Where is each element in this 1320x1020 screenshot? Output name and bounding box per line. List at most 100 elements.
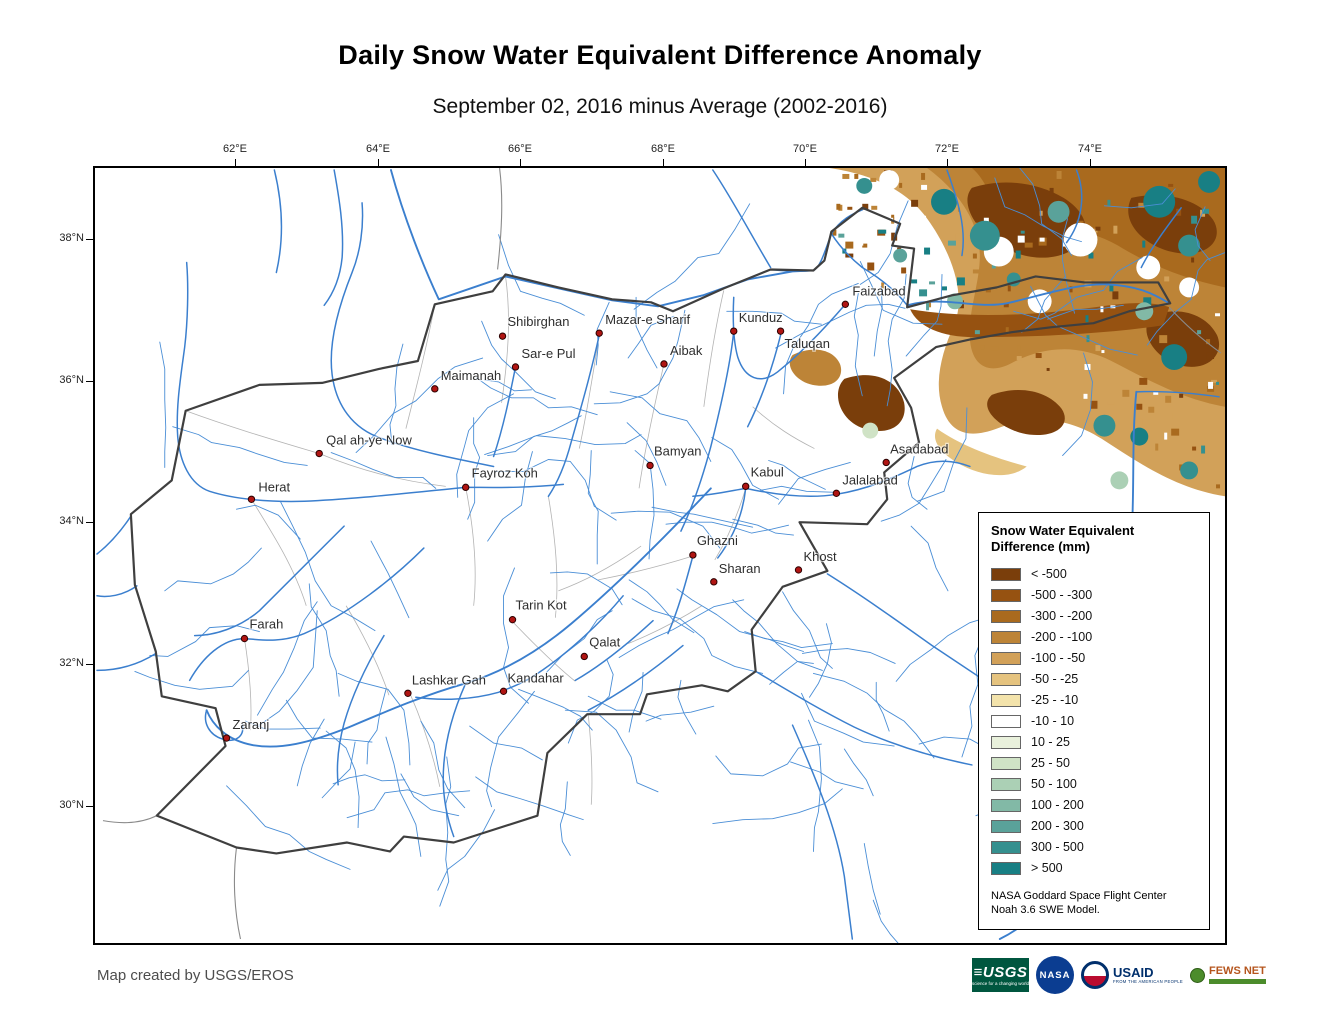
- lat-tick-mark: [86, 664, 93, 665]
- terrain-speckle: [1024, 242, 1033, 248]
- stream: [895, 615, 994, 682]
- terrain-speckle: [1164, 412, 1173, 420]
- stream: [469, 725, 543, 761]
- stream: [159, 341, 167, 468]
- terrain-speckle: [1057, 247, 1061, 253]
- usaid-logo: USAID FROM THE AMERICAN PEOPLE: [1081, 961, 1183, 989]
- lon-tick-label: 70°E: [793, 143, 817, 155]
- terrain-speckle: [1039, 210, 1043, 216]
- city-dot: [882, 458, 890, 467]
- stream: [610, 510, 721, 549]
- terrain-speckle: [855, 242, 864, 246]
- city-dot: [431, 385, 439, 393]
- stream: [245, 720, 321, 730]
- legend-item: -10 - 10: [991, 711, 1197, 732]
- city-label: Bamyan: [654, 444, 702, 459]
- stream: [481, 320, 556, 400]
- terrain-speckle: [972, 269, 981, 274]
- stream: [439, 756, 452, 907]
- terrain-speckle: [1017, 235, 1025, 243]
- legend-swatch: [991, 777, 1021, 791]
- stream: [994, 177, 1082, 243]
- stream: [712, 788, 843, 825]
- stream: [651, 506, 754, 528]
- terrain-speckle: [1143, 297, 1152, 306]
- terrain-layer: [789, 168, 1225, 497]
- usgs-logo-tagline: science for a changing world: [972, 981, 1030, 986]
- stream: [853, 292, 863, 397]
- stream: [744, 631, 833, 648]
- city-label: Tarin Kot: [516, 598, 568, 613]
- nasa-logo: NASA: [1036, 956, 1075, 994]
- city-label: Faizabad: [852, 283, 905, 298]
- city-label: Kandahar: [508, 670, 565, 685]
- legend-item: -300 - -200: [991, 606, 1197, 627]
- stream: [494, 459, 617, 521]
- terrain-speckle: [972, 253, 977, 259]
- terrain-speckle: [1049, 187, 1054, 196]
- stream: [456, 393, 514, 498]
- terrain-speckle: [1005, 327, 1009, 335]
- legend-item: > 500: [991, 858, 1197, 879]
- stream: [628, 579, 695, 634]
- legend-items: < -500 -500 - -300 -300 - -200 -200 - -100 -…: [991, 564, 1197, 879]
- stream: [634, 450, 655, 560]
- city-dot: [660, 360, 668, 368]
- stream: [859, 261, 943, 325]
- legend: Snow Water Equivalent Difference (mm) < …: [978, 512, 1210, 931]
- stream: [437, 809, 496, 891]
- usaid-logo-text-block: USAID FROM THE AMERICAN PEOPLE: [1113, 966, 1183, 984]
- stream: [487, 451, 533, 542]
- stream: [732, 518, 794, 536]
- stream: [886, 274, 907, 407]
- legend-item-label: 50 - 100: [1031, 777, 1077, 791]
- terrain-speckle: [1090, 400, 1098, 409]
- legend-item: -100 - -50: [991, 648, 1197, 669]
- stream: [518, 688, 593, 731]
- terrain-speckle: [990, 346, 999, 351]
- terrain-speckle: [1016, 356, 1022, 361]
- legend-item-label: -50 - -25: [1031, 672, 1079, 686]
- legend-item-label: 300 - 500: [1031, 840, 1084, 854]
- legend-item-label: -300 - -200: [1031, 609, 1093, 623]
- stream: [910, 525, 949, 592]
- stream: [484, 434, 642, 455]
- terrain-speckle: [1159, 335, 1168, 344]
- city-dot: [646, 461, 654, 470]
- legend-item-label: -200 - -100: [1031, 630, 1093, 644]
- province-boundary-layer: [185, 276, 815, 805]
- city-label: Qalat: [589, 635, 620, 650]
- stream: [236, 504, 301, 540]
- terrain-speckle: [1197, 330, 1202, 335]
- legend-note-line1: NASA Goddard Space Flight Center: [991, 889, 1167, 902]
- lon-tick-mark: [663, 159, 664, 166]
- legend-item: 10 - 25: [991, 732, 1197, 753]
- stream: [813, 672, 935, 759]
- terrain-speckle: [878, 229, 887, 234]
- stream: [873, 285, 883, 357]
- stream: [635, 296, 658, 369]
- stream: [346, 789, 471, 819]
- legend-title: Snow Water Equivalent Difference (mm): [991, 523, 1197, 556]
- city-label: Sar-e Pul: [521, 346, 575, 361]
- stream: [859, 200, 909, 285]
- terrain-speckle: [1211, 382, 1220, 391]
- stream: [801, 692, 895, 747]
- legend-note-line2: Noah 3.6 SWE Model.: [991, 903, 1100, 916]
- legend-swatch: [991, 588, 1021, 602]
- terrain-speckle: [1086, 335, 1090, 343]
- terrain-speckle: [1155, 443, 1159, 451]
- stream: [905, 274, 943, 357]
- usaid-globe-icon: [1081, 961, 1110, 989]
- stream: [484, 379, 532, 392]
- usaid-logo-text: USAID: [1113, 965, 1154, 980]
- lon-tick-mark: [805, 159, 806, 166]
- lon-tick-mark: [1090, 159, 1091, 166]
- logo-bar: ≡USGS science for a changing world NASA …: [972, 952, 1266, 998]
- stream: [321, 741, 356, 799]
- legend-swatch: [991, 798, 1021, 812]
- legend-swatch: [991, 735, 1021, 749]
- lon-tick-label: 62°E: [223, 143, 247, 155]
- city-dot: [240, 634, 249, 643]
- stream: [802, 648, 896, 664]
